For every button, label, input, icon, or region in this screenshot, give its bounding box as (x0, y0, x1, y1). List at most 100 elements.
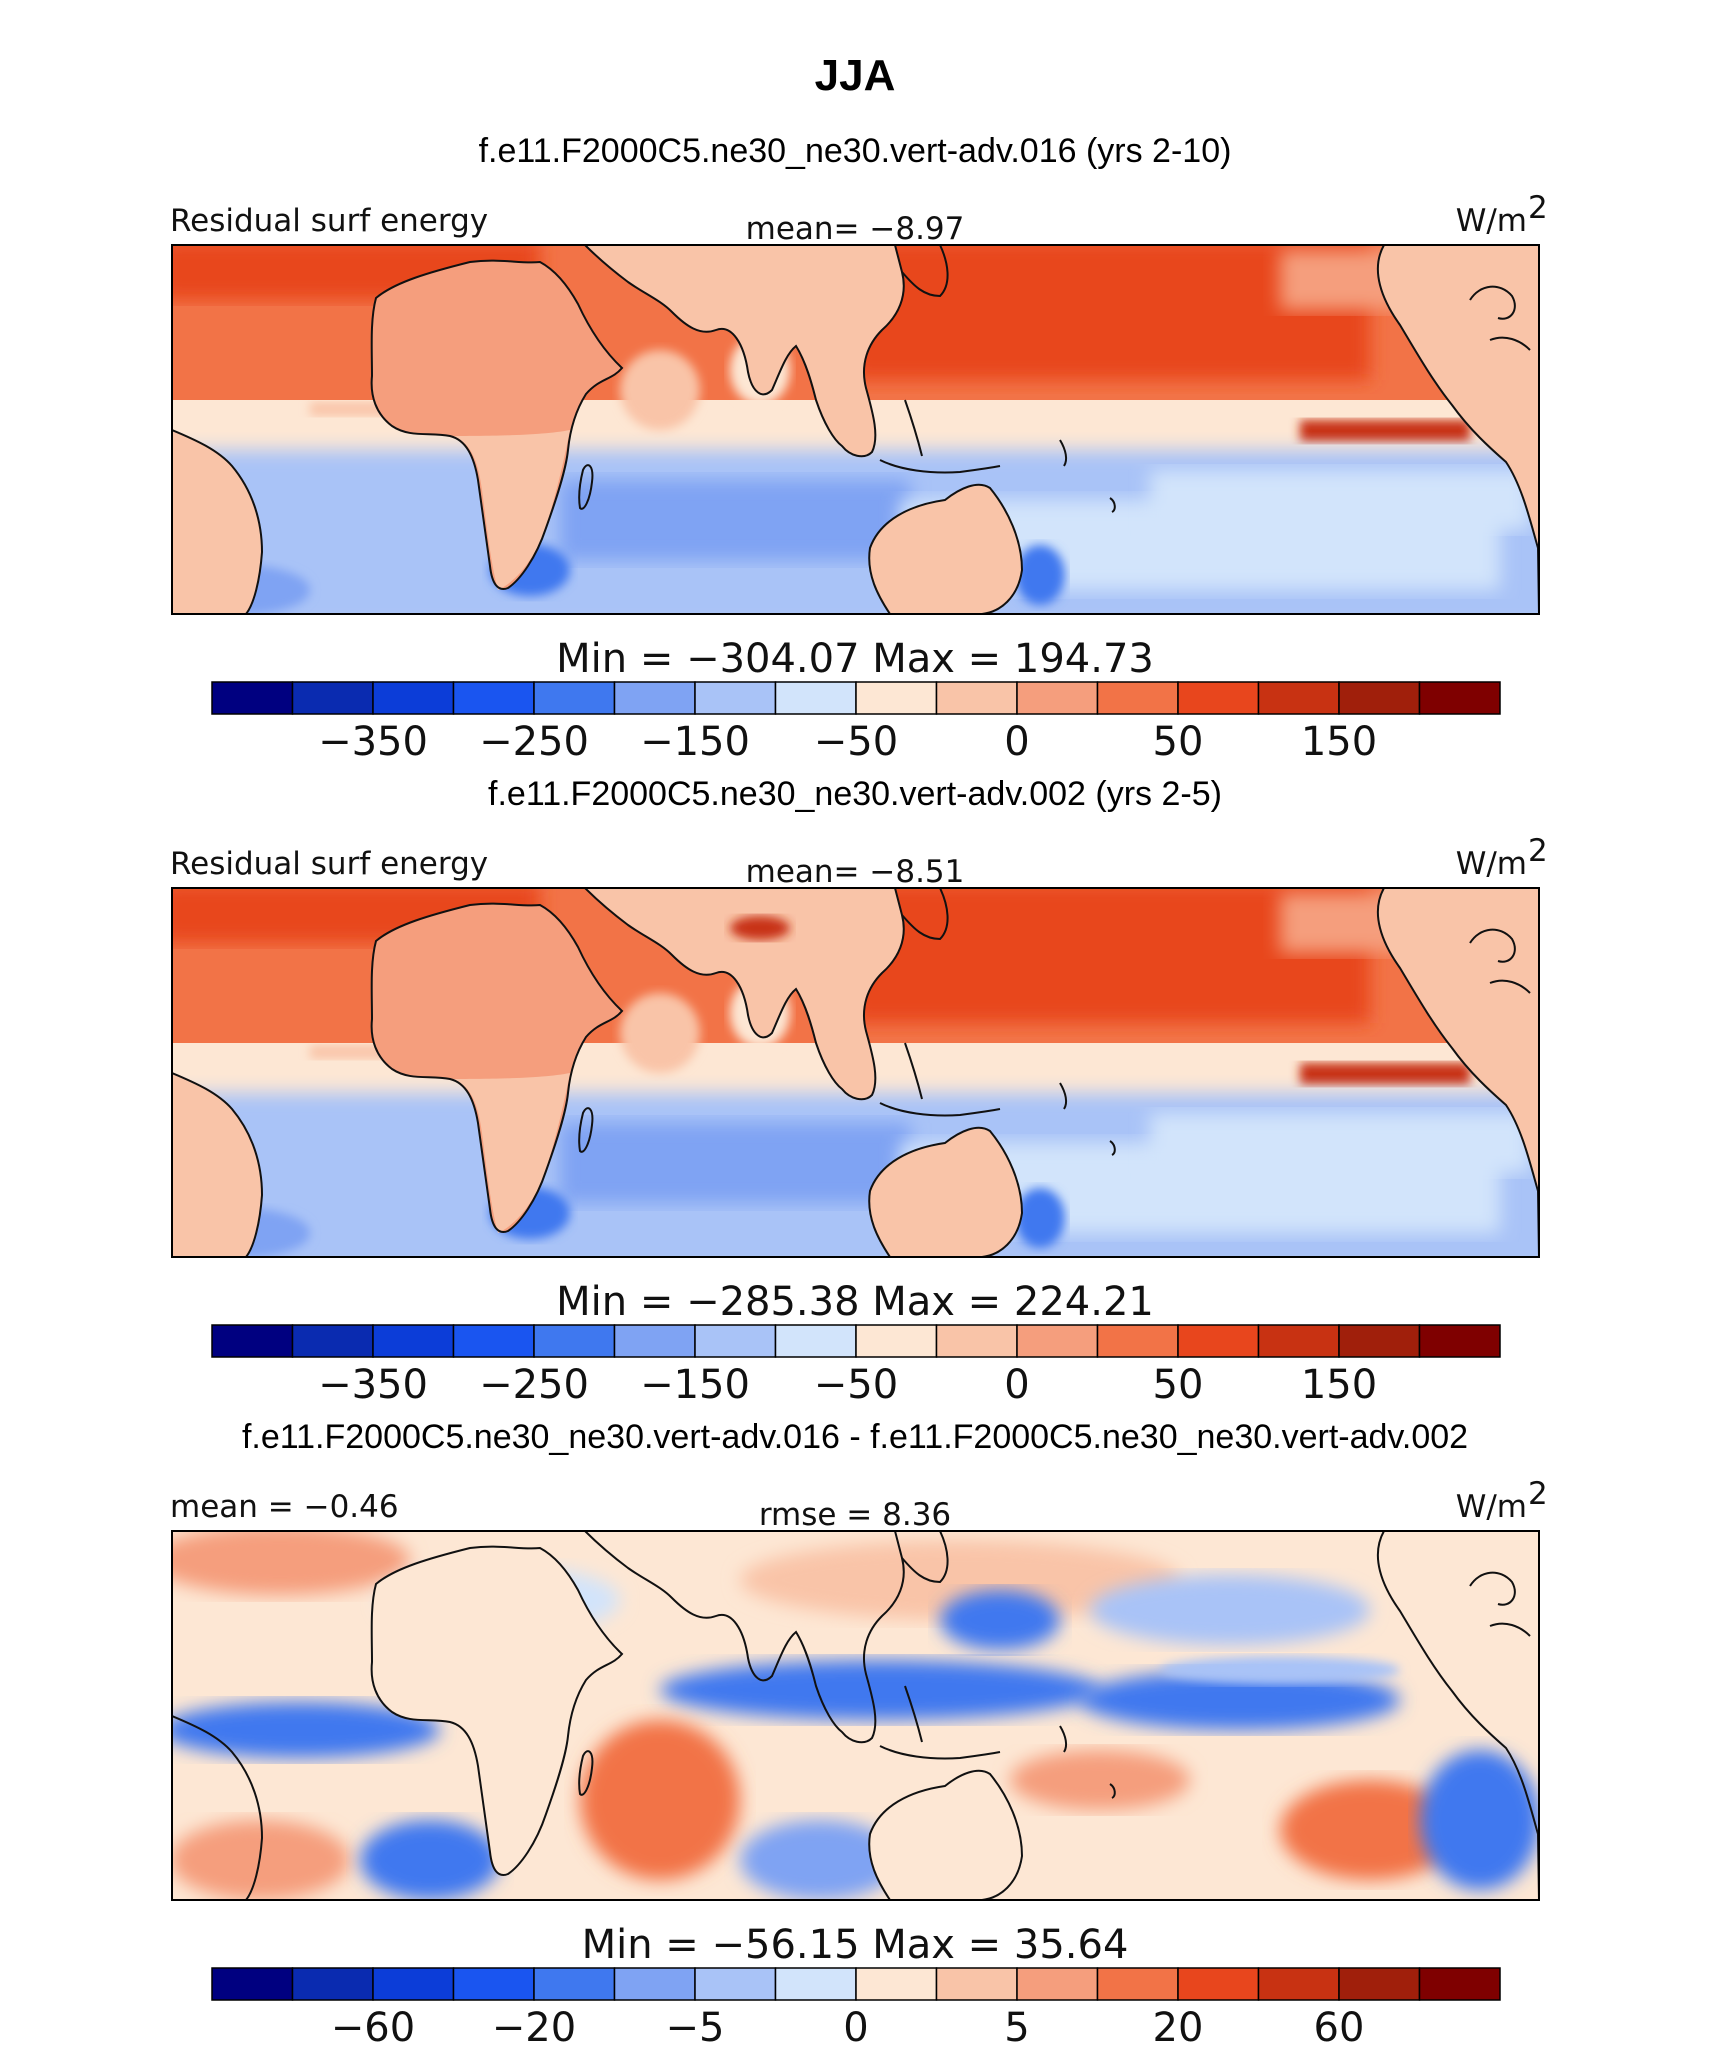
panel-units-label: W/m (1456, 203, 1527, 239)
colorbar-box (452, 1324, 535, 1358)
field-highlight (730, 916, 790, 940)
colorbar-box (774, 1324, 857, 1358)
colorbar-box (1177, 1324, 1260, 1358)
colorbar-box (452, 681, 535, 715)
colorbar-tick-label: 50 (1153, 1362, 1204, 1408)
colorbar-box (855, 1967, 938, 2001)
colorbar-box (1016, 681, 1099, 715)
panel-center-label: mean= −8.97 (746, 211, 965, 247)
colorbar-box (1177, 1967, 1260, 2001)
panel-diff: f.e11.F2000C5.ne30_ne30.vert-adv.016 - f… (170, 1418, 1548, 2051)
colorbar-tick-label: −60 (331, 2005, 415, 2051)
panel-case-title: f.e11.F2000C5.ne30_ne30.vert-adv.002 (yr… (488, 775, 1222, 813)
colorbar-tick-label: −250 (479, 1362, 589, 1408)
colorbar-tick-label: −250 (479, 719, 589, 765)
panel-map-frame (171, 887, 1540, 1258)
colorbar-tick-label: −20 (492, 2005, 576, 2051)
colorbar-box (935, 681, 1018, 715)
colorbar-box (291, 681, 374, 715)
panel-middle: f.e11.F2000C5.ne30_ne30.vert-adv.002 (yr… (160, 775, 1560, 1408)
colorbar-box (935, 1967, 1018, 2001)
colorbar-box (774, 681, 857, 715)
colorbar-box (372, 1324, 455, 1358)
colorbar-box (1016, 1967, 1099, 2001)
colorbar-box (1096, 1324, 1179, 1358)
colorbar-tick-label: −5 (666, 2005, 725, 2051)
colorbar-tick-label: 60 (1314, 2005, 1365, 2051)
panel-case-title: f.e11.F2000C5.ne30_ne30.vert-adv.016 - f… (242, 1418, 1468, 1456)
colorbar-box (211, 681, 294, 715)
panel-units-label: W/m (1456, 1489, 1527, 1525)
colorbar-box (1096, 681, 1179, 715)
colorbar-box (694, 1324, 777, 1358)
colorbar-tick-label: 5 (1004, 2005, 1029, 2051)
panel-field (160, 873, 1560, 1273)
colorbar-box (855, 681, 938, 715)
colorbar-box (211, 1324, 294, 1358)
colorbar-box (291, 1324, 374, 1358)
panel-case-title: f.e11.F2000C5.ne30_ne30.vert-adv.016 (yr… (479, 132, 1232, 170)
colorbar-box (1338, 681, 1421, 715)
colorbar-box (935, 1324, 1018, 1358)
colorbar-box (452, 1967, 535, 2001)
panel-units-label: W/m (1456, 846, 1527, 882)
colorbar-tick-label: 0 (1004, 1362, 1029, 1408)
colorbar-tick-label: −50 (814, 1362, 898, 1408)
panel-units-exponent: 2 (1528, 190, 1548, 226)
colorbar-tick-label: −350 (318, 1362, 428, 1408)
panel-units-exponent: 2 (1528, 833, 1548, 869)
colorbar-tick-label: −50 (814, 719, 898, 765)
colorbar-box (1016, 1324, 1099, 1358)
colorbar-tick-label: −350 (318, 719, 428, 765)
colorbar-box (291, 1967, 374, 2001)
colorbar-tick-label: −150 (640, 719, 750, 765)
panel-map-frame (171, 244, 1540, 615)
panel-map (172, 1531, 1539, 1900)
colorbar-box (694, 1967, 777, 2001)
colorbar-box (1257, 1324, 1340, 1358)
colorbar: −350 −250 −150 −50 0 50 150 (211, 681, 1501, 765)
colorbar-box (1338, 1967, 1421, 2001)
colorbar-box (613, 1324, 696, 1358)
colorbar-box (372, 1967, 455, 2001)
colorbar-box (1257, 1967, 1340, 2001)
colorbar-tick-label: 20 (1153, 2005, 1204, 2051)
panel-min-max: Min = −285.38 Max = 224.21 (556, 1279, 1154, 1325)
colorbar: −350 −250 −150 −50 0 50 150 (211, 1324, 1501, 1408)
colorbar-box (1418, 681, 1501, 715)
panel-min-max: Min = −56.15 Max = 35.64 (582, 1922, 1129, 1968)
colorbar-tick-label: 150 (1301, 719, 1377, 765)
colorbar: −60 −20 −5 0 5 20 60 (211, 1967, 1501, 2051)
panel-center-label: mean= −8.51 (746, 854, 965, 890)
colorbar-box (1338, 1324, 1421, 1358)
panel-units-exponent: 2 (1528, 1476, 1548, 1512)
colorbar-box (533, 681, 616, 715)
colorbar-box (774, 1967, 857, 2001)
panel-left-label: Residual surf energy (170, 846, 488, 882)
panel-left-label: Residual surf energy (170, 203, 488, 239)
colorbar-tick-label: 50 (1153, 719, 1204, 765)
colorbar-tick-label: 150 (1301, 1362, 1377, 1408)
figure-title: JJA (815, 51, 896, 100)
panel-left-label: mean = −0.46 (170, 1489, 399, 1525)
panel-top: f.e11.F2000C5.ne30_ne30.vert-adv.016 (yr… (160, 132, 1560, 765)
colorbar-box (533, 1967, 616, 2001)
colorbar-tick-label: −150 (640, 1362, 750, 1408)
panel-map (160, 873, 1560, 1273)
colorbar-box (211, 1967, 294, 2001)
colorbar-tick-label: 0 (1004, 719, 1029, 765)
colorbar-box (694, 681, 777, 715)
colorbar-box (613, 1967, 696, 2001)
colorbar-box (1257, 681, 1340, 715)
panel-map (160, 230, 1560, 630)
panel-map-frame (171, 1530, 1540, 1901)
colorbar-box (1418, 1324, 1501, 1358)
panels: f.e11.F2000C5.ne30_ne30.vert-adv.016 (yr… (160, 132, 1560, 2051)
colorbar-box (1418, 1967, 1501, 2001)
panel-min-max: Min = −304.07 Max = 194.73 (556, 636, 1154, 682)
colorbar-box (613, 681, 696, 715)
panel-field (160, 230, 1560, 630)
colorbar-box (1177, 681, 1260, 715)
colorbar-box (1096, 1967, 1179, 2001)
colorbar-box (372, 681, 455, 715)
